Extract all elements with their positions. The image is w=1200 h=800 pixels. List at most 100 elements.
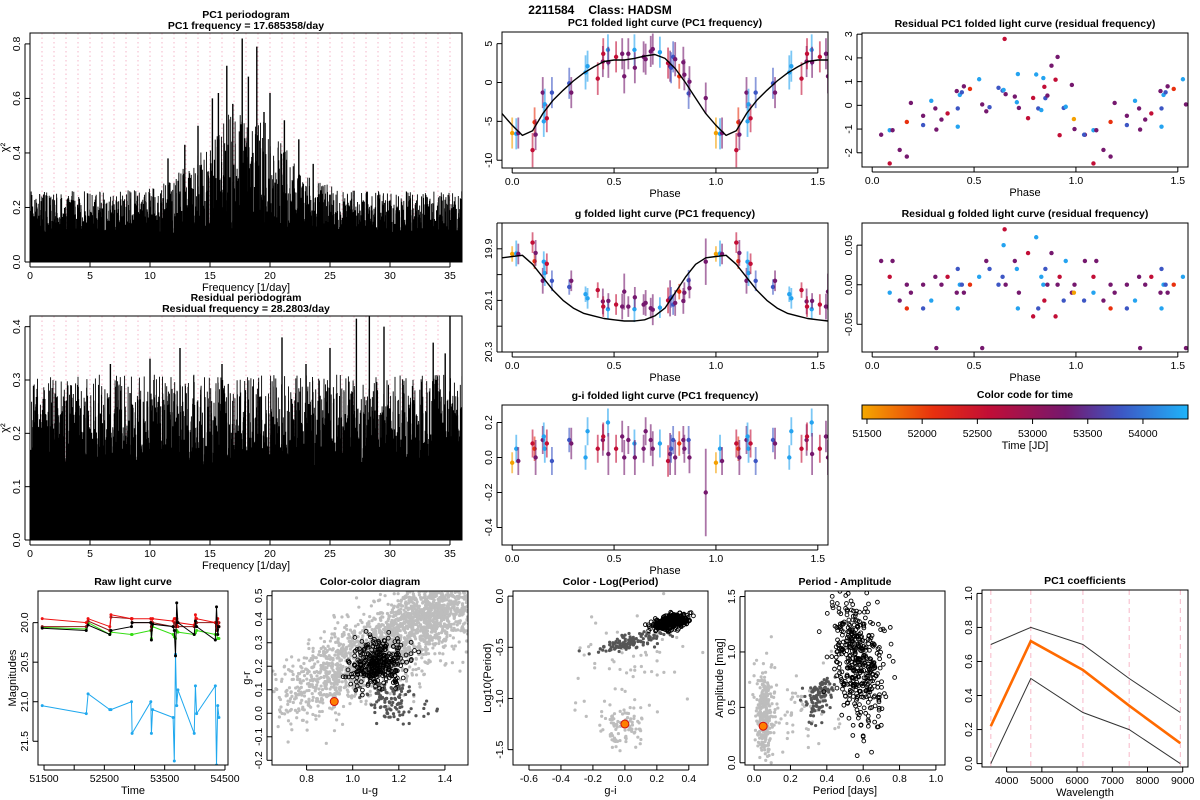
data-point — [540, 278, 545, 283]
data-point — [530, 147, 535, 153]
data-point — [734, 240, 739, 245]
reference-star-point — [748, 680, 752, 684]
reference-star-point — [442, 581, 445, 584]
reference-star-point — [375, 700, 379, 704]
reference-star-point — [447, 602, 451, 607]
reference-star-point — [642, 630, 646, 634]
y-tick-label: 5 — [483, 41, 495, 47]
reference-star-point — [615, 723, 619, 727]
data-point — [682, 290, 687, 295]
reference-star-point — [406, 606, 410, 610]
reference-star-point — [404, 624, 409, 628]
reference-star-point — [389, 686, 393, 690]
reference-star-point — [433, 629, 437, 634]
reference-star-point — [404, 679, 409, 683]
reference-star-point — [368, 693, 373, 697]
y-tick-label: 0.0 — [483, 450, 495, 465]
light-curve-point — [151, 708, 155, 712]
data-point — [961, 84, 967, 89]
reference-star-point — [309, 705, 313, 709]
reference-star-point — [328, 639, 332, 643]
data-point — [904, 154, 910, 159]
reference-star-point — [423, 593, 427, 597]
light-curve-line — [42, 614, 220, 628]
data-point — [601, 51, 606, 56]
data-point — [626, 304, 631, 309]
data-point — [904, 306, 910, 311]
reference-star-point — [641, 637, 645, 641]
reference-star-point — [286, 719, 291, 723]
light-curve-point — [192, 633, 196, 636]
reference-star-point — [752, 674, 756, 678]
data-point — [622, 289, 627, 294]
reference-star-point — [338, 663, 342, 667]
reference-star-point — [449, 586, 452, 589]
reference-star-point — [825, 703, 829, 707]
reference-star-point — [354, 596, 359, 600]
reference-star-point — [474, 588, 477, 591]
data-point — [687, 285, 692, 291]
data-point — [897, 147, 902, 153]
reference-star-point — [333, 682, 337, 686]
reference-star-point — [644, 653, 649, 657]
x-tick-label: 0.0 — [505, 176, 520, 188]
reference-star-point — [620, 687, 624, 691]
reference-star-circle — [363, 629, 369, 634]
reference-star-point — [352, 694, 356, 698]
reference-star-point — [308, 659, 312, 663]
reference-star-point — [275, 687, 279, 692]
reference-star-point — [394, 613, 398, 618]
y-tick-label: 0.0 — [11, 533, 23, 548]
reference-star-point — [608, 703, 612, 707]
reference-star-point — [466, 587, 469, 590]
data-point — [643, 57, 648, 62]
reference-star-point — [390, 703, 394, 707]
reference-star-point — [467, 571, 470, 574]
reference-star-point — [405, 634, 410, 638]
reference-star-point — [437, 587, 440, 590]
reference-star-circle — [354, 669, 360, 675]
reference-star-point — [675, 635, 679, 640]
reference-star-point — [423, 660, 427, 664]
reference-star-point — [311, 649, 315, 654]
reference-star-point — [402, 612, 406, 616]
reference-star-point — [383, 705, 387, 709]
light-curve-line — [42, 654, 220, 765]
x-tick-label: -0.6 — [520, 773, 538, 785]
reference-star-point — [442, 637, 447, 641]
data-point — [890, 128, 895, 133]
reference-star-point — [582, 699, 586, 703]
reference-star-circle — [368, 662, 374, 668]
data-point — [748, 441, 753, 446]
data-point — [904, 119, 910, 125]
reference-star-point — [662, 670, 666, 675]
reference-star-point — [374, 632, 378, 636]
reference-star-point — [314, 699, 319, 703]
reference-star-point — [398, 705, 402, 710]
reference-star-point — [314, 679, 319, 683]
reference-star-point — [322, 639, 327, 644]
reference-star-point — [470, 628, 473, 631]
reference-star-point — [448, 587, 451, 590]
reference-star-point — [368, 615, 372, 619]
plot-frame — [501, 31, 829, 169]
data-point — [1081, 298, 1087, 303]
reference-star-point — [800, 695, 805, 699]
reference-star-point — [479, 622, 482, 625]
light-curve-point — [108, 625, 112, 629]
y-tick-label: -0.4 — [483, 518, 495, 536]
reference-star-point — [425, 640, 429, 644]
reference-star-point — [443, 611, 447, 615]
reference-star-point — [313, 671, 317, 675]
light-curve-point — [130, 621, 134, 625]
reference-star-point — [390, 603, 394, 607]
light-curve-point — [109, 629, 113, 633]
data-point — [665, 458, 671, 464]
reference-star-point — [457, 600, 461, 604]
reference-star-point — [305, 677, 309, 681]
reference-star-point — [608, 642, 612, 647]
reference-star-point — [636, 639, 640, 644]
reference-star-point — [308, 684, 312, 689]
reference-star-point — [761, 671, 765, 675]
data-point — [530, 240, 535, 245]
